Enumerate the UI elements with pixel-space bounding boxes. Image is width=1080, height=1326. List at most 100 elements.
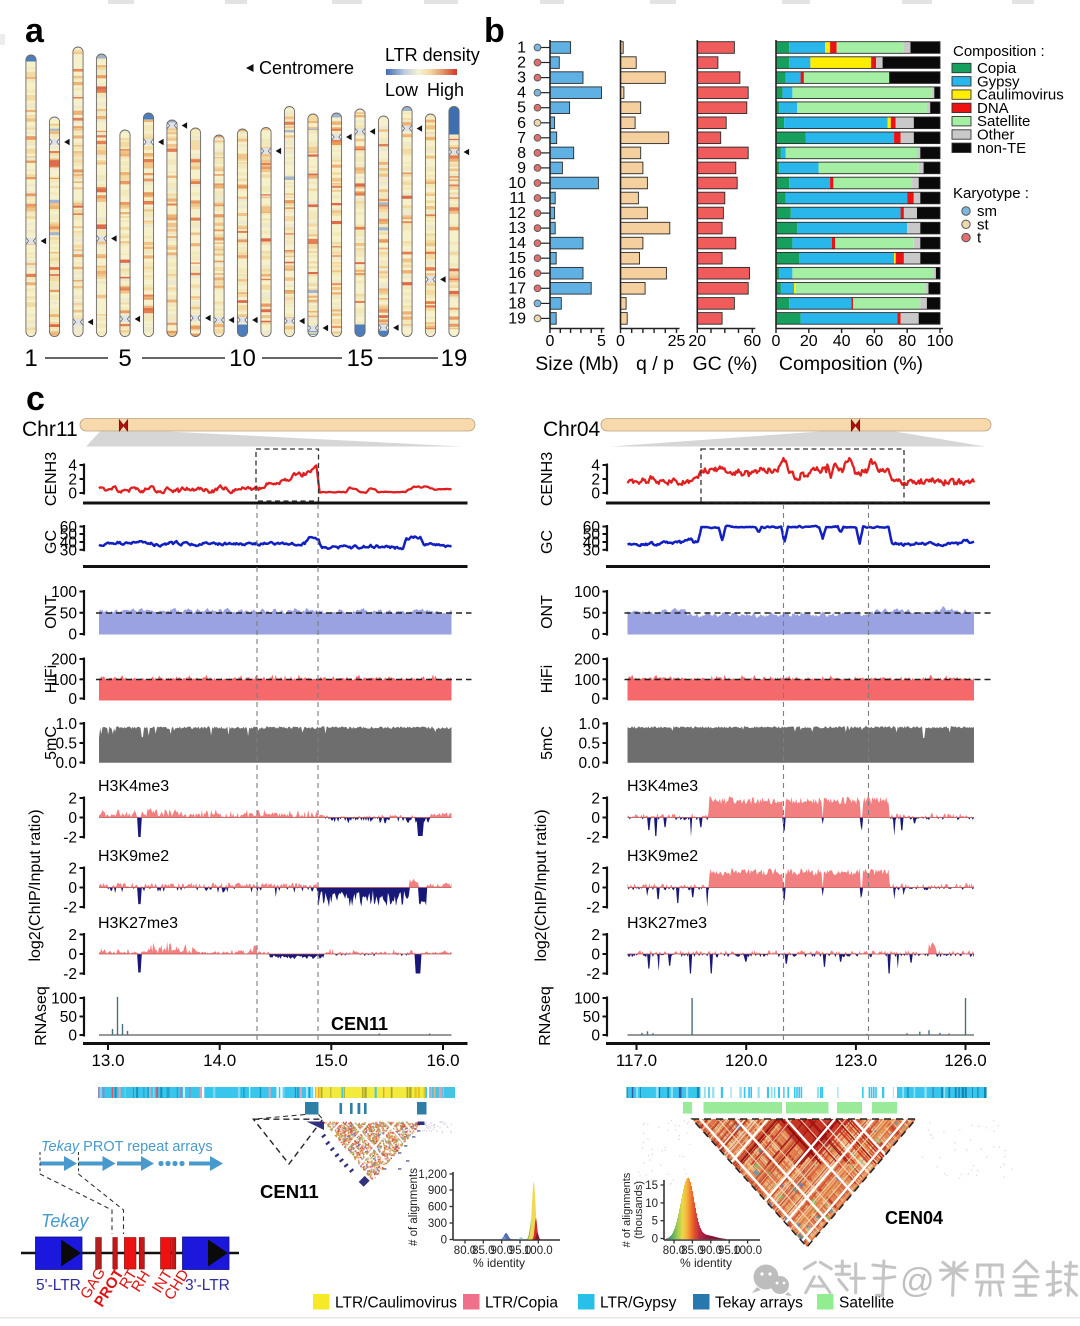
svg-text:-2: -2 (586, 900, 600, 917)
svg-text:50: 50 (583, 605, 601, 622)
svg-text:19: 19 (441, 345, 468, 372)
svg-text:HiFi: HiFi (539, 665, 556, 693)
svg-text:0: 0 (772, 333, 781, 350)
svg-text:GC: GC (43, 530, 60, 554)
svg-text:5: 5 (517, 100, 526, 117)
svg-text:Centromere: Centromere (259, 58, 354, 78)
svg-text:% identity: % identity (680, 1256, 732, 1270)
svg-text:Tekay: Tekay (41, 1211, 89, 1231)
svg-text:0.0: 0.0 (55, 755, 77, 772)
svg-text:non-TE: non-TE (977, 140, 1026, 157)
svg-text:4: 4 (517, 85, 526, 102)
svg-text:20: 20 (800, 333, 818, 350)
svg-text:60: 60 (866, 333, 884, 350)
svg-text:19: 19 (508, 310, 526, 327)
svg-text:120.0: 120.0 (725, 1051, 768, 1070)
svg-text:1.0: 1.0 (55, 716, 77, 733)
svg-text:CEN11: CEN11 (260, 1181, 319, 1202)
svg-text:5: 5 (597, 333, 606, 350)
svg-text:H3K9me2: H3K9me2 (627, 848, 698, 865)
svg-text:95.0: 95.0 (718, 1245, 740, 1257)
svg-text:CENH3: CENH3 (43, 452, 60, 506)
svg-text:# of alignments: # of alignments (408, 1168, 420, 1246)
svg-text:GC (%): GC (%) (693, 353, 758, 375)
svg-text:85.0: 85.0 (681, 1245, 703, 1257)
svg-text:q / p: q / p (636, 353, 674, 375)
svg-text:5mC: 5mC (43, 726, 60, 760)
svg-text:200: 200 (51, 652, 77, 669)
svg-text:4: 4 (591, 458, 600, 475)
svg-text:2: 2 (68, 927, 77, 944)
svg-text:-2: -2 (63, 900, 77, 917)
svg-text:100: 100 (51, 991, 77, 1008)
svg-text:9: 9 (517, 160, 526, 177)
svg-text:100.0: 100.0 (733, 1245, 762, 1257)
svg-text:log2(ChIP/Input ratio): log2(ChIP/Input ratio) (27, 809, 44, 961)
svg-text:st: st (977, 216, 990, 233)
svg-text:50: 50 (583, 1009, 601, 1026)
svg-text:10: 10 (229, 345, 256, 372)
svg-text:2: 2 (591, 927, 600, 944)
svg-text:30: 30 (60, 542, 78, 559)
svg-text:14: 14 (508, 235, 526, 252)
svg-text:900: 900 (428, 1185, 447, 1197)
svg-text:15: 15 (645, 1180, 658, 1192)
svg-text:Copia: Copia (977, 60, 1017, 77)
svg-text:Satellite: Satellite (839, 1295, 894, 1312)
svg-text:0: 0 (68, 880, 77, 897)
svg-text:5mC: 5mC (539, 726, 556, 760)
svg-text:Other: Other (977, 127, 1015, 144)
svg-text:100: 100 (574, 672, 600, 689)
svg-text:Low: Low (385, 80, 419, 100)
svg-text:H3K9me2: H3K9me2 (98, 848, 169, 865)
svg-text:# of alignments: # of alignments (621, 1172, 633, 1247)
svg-text:Composition (%): Composition (%) (779, 353, 923, 375)
svg-text:11: 11 (509, 190, 526, 207)
svg-text:0: 0 (546, 333, 555, 350)
svg-text:CEN04: CEN04 (885, 1208, 943, 1228)
svg-text:0: 0 (441, 1235, 447, 1247)
svg-text:95.0: 95.0 (509, 1245, 531, 1257)
svg-text:60: 60 (743, 333, 761, 350)
svg-text:117.0: 117.0 (616, 1051, 657, 1070)
svg-text:Gypsy: Gypsy (977, 73, 1020, 90)
svg-text:0: 0 (591, 880, 600, 897)
svg-text:5: 5 (652, 1216, 658, 1228)
svg-text:2: 2 (517, 55, 526, 72)
svg-text:2: 2 (591, 472, 600, 489)
svg-text:100.0: 100.0 (524, 1245, 553, 1257)
svg-text:Karyotype :: Karyotype : (953, 185, 1029, 202)
svg-text:300: 300 (428, 1218, 447, 1230)
svg-text:126.0: 126.0 (944, 1051, 987, 1070)
svg-text:17: 17 (508, 280, 526, 297)
svg-text:LTR/Gypsy: LTR/Gypsy (600, 1295, 677, 1312)
svg-text:0: 0 (591, 1028, 600, 1045)
svg-text:LTR/Copia: LTR/Copia (485, 1295, 558, 1312)
svg-text:Chr11: Chr11 (22, 418, 78, 441)
svg-text:1: 1 (24, 345, 37, 372)
svg-text:20: 20 (688, 333, 706, 350)
svg-text:H3K4me3: H3K4me3 (627, 778, 698, 795)
svg-text:0: 0 (591, 691, 600, 708)
svg-text:0: 0 (652, 1234, 658, 1246)
svg-text:0.5: 0.5 (578, 736, 600, 753)
svg-text:60: 60 (60, 519, 78, 536)
svg-text:60: 60 (583, 519, 601, 536)
svg-text:0: 0 (591, 810, 600, 827)
svg-text:2: 2 (68, 861, 77, 878)
svg-text:(thousands): (thousands) (633, 1181, 645, 1239)
svg-text:16.0: 16.0 (426, 1051, 459, 1070)
svg-text:a: a (25, 12, 45, 50)
svg-text:100: 100 (574, 584, 600, 601)
svg-text:H3K27me3: H3K27me3 (98, 915, 178, 932)
svg-text:RNAseq: RNAseq (537, 986, 554, 1046)
svg-text:30: 30 (583, 542, 601, 559)
svg-text:2: 2 (591, 791, 600, 808)
svg-text:50: 50 (60, 605, 78, 622)
svg-text:-2: -2 (63, 966, 77, 983)
svg-text:0: 0 (591, 486, 600, 503)
svg-text:b: b (484, 12, 505, 50)
svg-text:16: 16 (508, 265, 526, 282)
svg-text:40: 40 (60, 535, 78, 552)
svg-text:200: 200 (574, 652, 600, 669)
